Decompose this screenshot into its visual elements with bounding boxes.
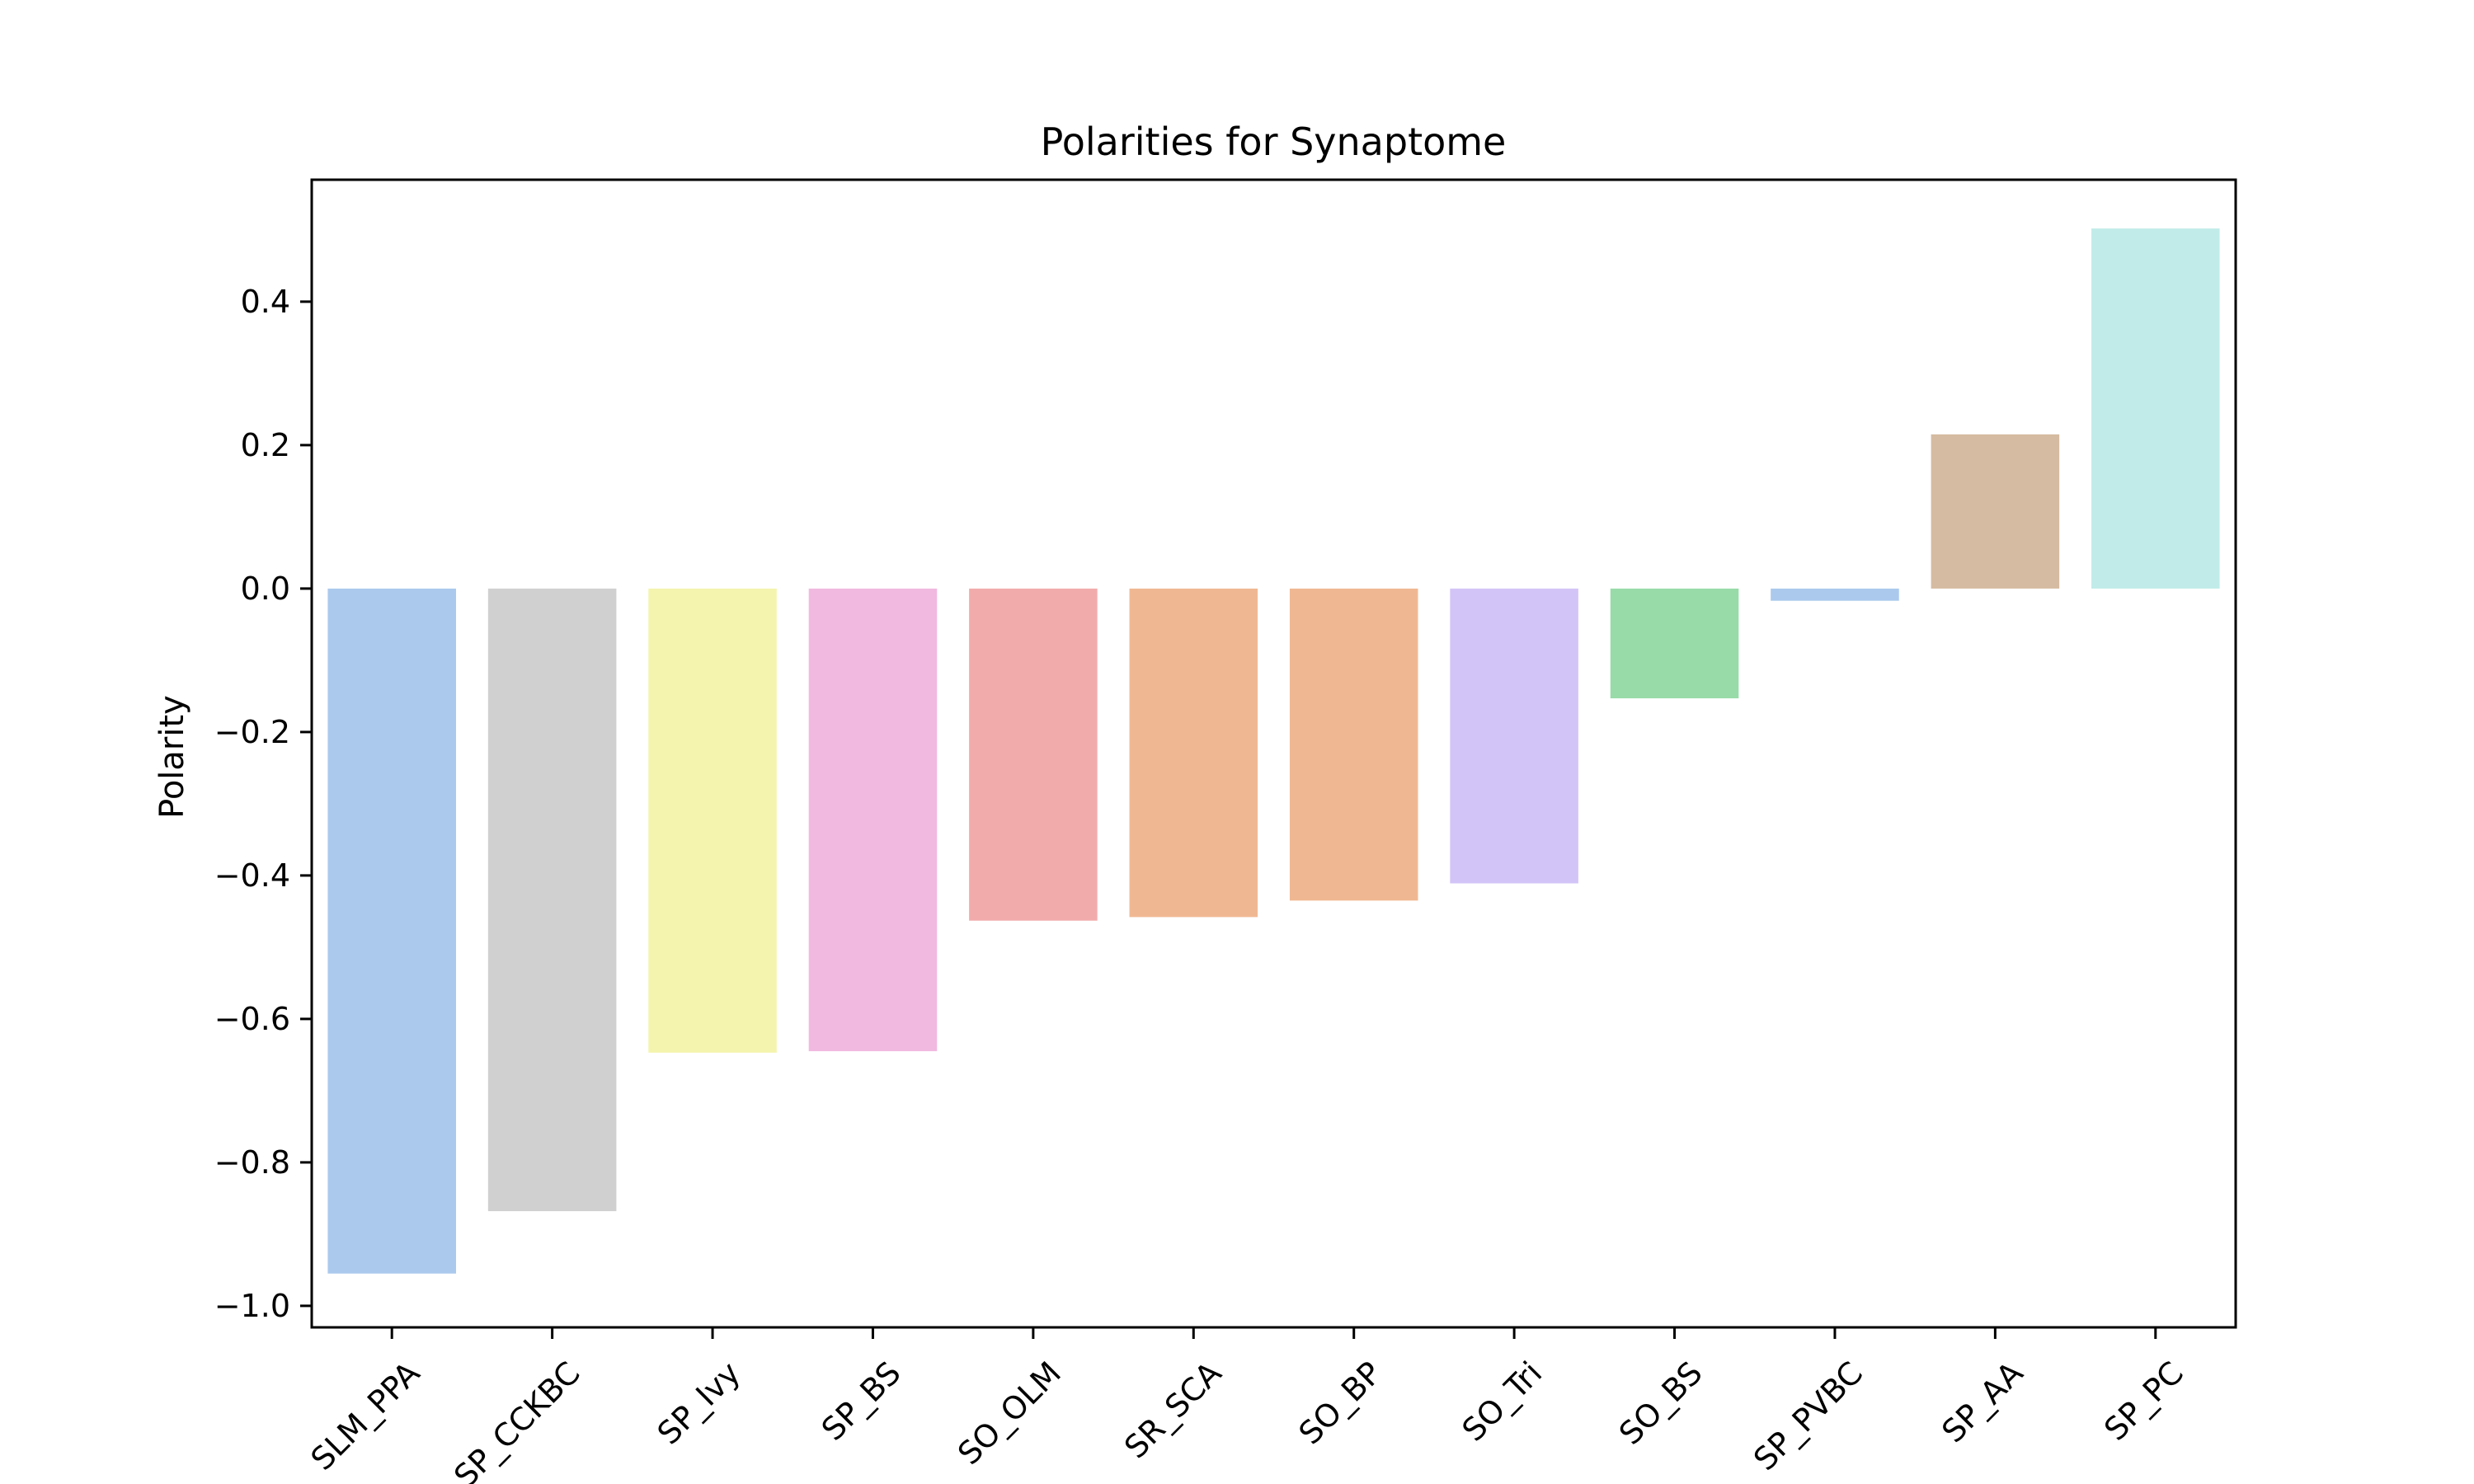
chart-title: Polarities for Synaptome <box>1041 120 1507 164</box>
bar-so-olm <box>969 588 1098 921</box>
bar-sr-sca <box>1129 588 1258 918</box>
y-axis-label: Polarity <box>153 695 191 819</box>
y-tick-label: −1.0 <box>214 1288 290 1324</box>
y-tick-label: 0.4 <box>241 284 290 320</box>
x-tick-label: SP_CCKBC <box>447 1355 587 1484</box>
y-tick-label: 0.2 <box>241 427 290 463</box>
y-axis-ticks: −1.0 −0.8 −0.6 −0.4 −0.2 0.0 0.2 0.4 <box>214 284 312 1324</box>
x-tick-label: SP_Ivy <box>651 1355 748 1452</box>
y-tick-label: 0.0 <box>241 571 290 607</box>
bars-layer <box>327 228 2220 1274</box>
x-tick-label: SLM_PPA <box>304 1355 427 1477</box>
bar-sp-bs <box>808 588 938 1052</box>
x-axis-ticks: SLM_PPA SP_CCKBC SP_Ivy SP_BS SO_OLM SR_SCA SO… <box>304 1327 2190 1484</box>
y-tick-label: −0.8 <box>214 1144 290 1181</box>
y-tick-label: −0.2 <box>214 714 290 750</box>
x-tick-label: SP_PVBC <box>1747 1355 1870 1477</box>
x-tick-label: SO_Tri <box>1456 1355 1550 1449</box>
x-tick-label: SO_OLM <box>951 1355 1068 1472</box>
x-tick-label: SP_AA <box>1935 1355 2030 1449</box>
x-tick-label: SP_PC <box>2097 1355 2190 1448</box>
x-tick-label: SO_BP <box>1291 1355 1388 1451</box>
y-tick-label: −0.6 <box>214 1001 290 1037</box>
bar-sp-pvbc <box>1771 588 1899 601</box>
bar-so-bp <box>1289 588 1418 901</box>
bar-sp-aa <box>1931 434 2060 589</box>
bar-so-tri <box>1450 588 1578 884</box>
x-tick-label: SO_BS <box>1612 1355 1710 1452</box>
bar-sp-cckbc <box>487 588 617 1212</box>
bar-slm-ppa <box>327 588 456 1274</box>
y-tick-label: −0.4 <box>214 857 290 894</box>
bar-sp-pc <box>2091 228 2220 589</box>
x-tick-label: SR_SCA <box>1117 1355 1228 1465</box>
bar-so-bs <box>1610 588 1739 699</box>
bar-sp-ivy <box>648 588 777 1053</box>
plot-frame <box>310 178 2237 1329</box>
x-tick-label: SP_BS <box>815 1355 908 1448</box>
